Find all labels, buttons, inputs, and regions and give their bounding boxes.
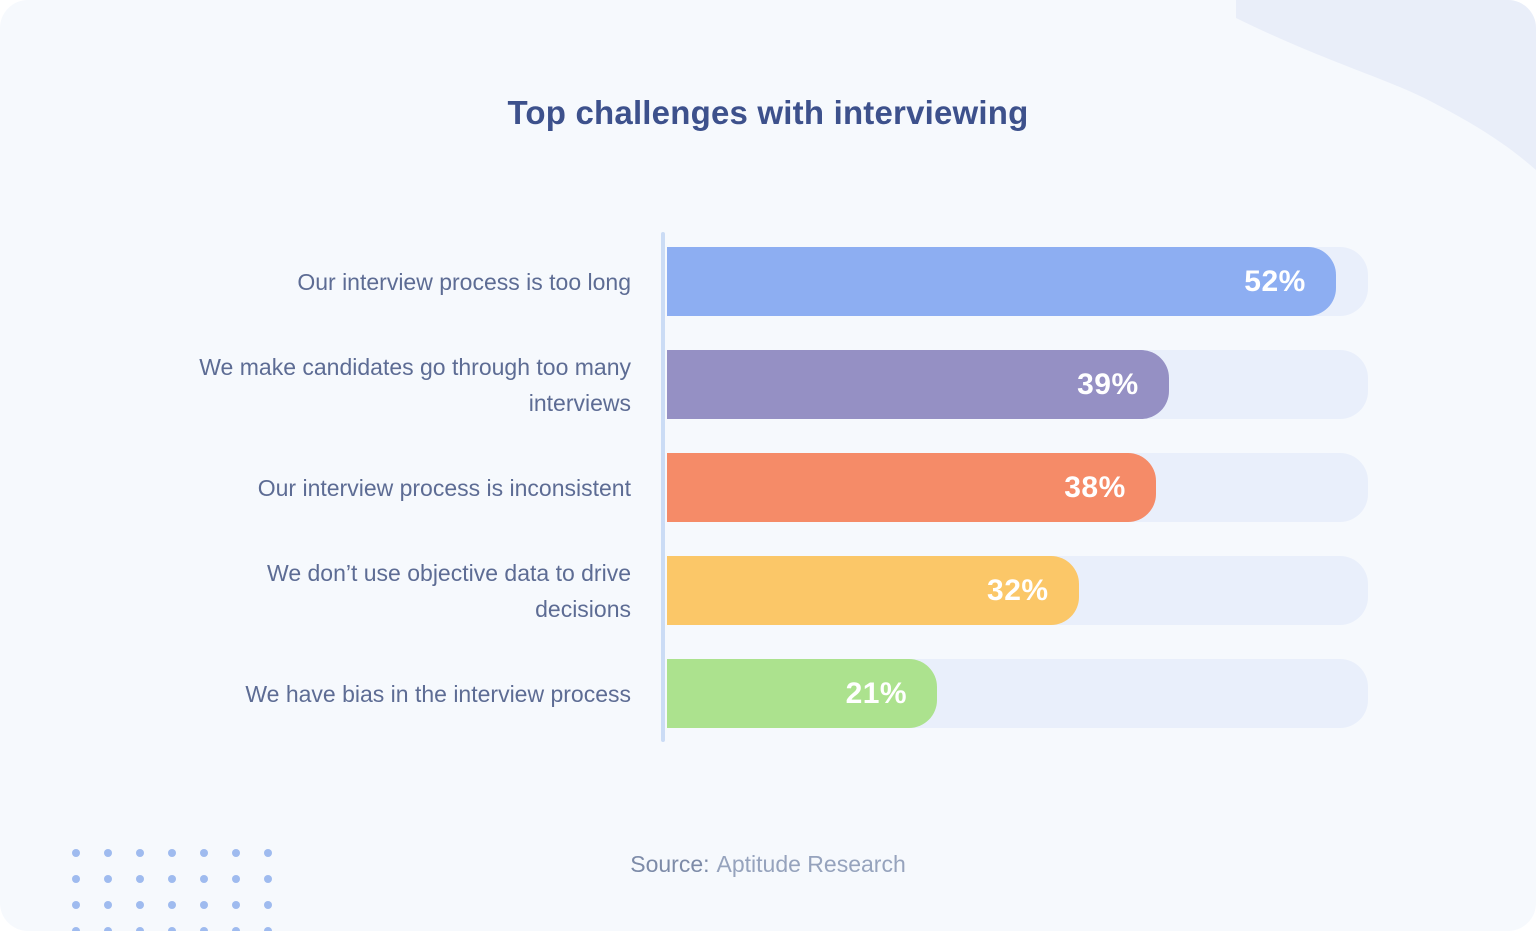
dot: [200, 849, 208, 857]
corner-wave-decoration: [1236, 0, 1536, 170]
dot: [232, 927, 240, 931]
dot: [136, 875, 144, 883]
bar-track: 21%: [667, 659, 1368, 728]
bar-value-label: 39%: [1077, 367, 1139, 401]
bar-value-label: 32%: [987, 573, 1049, 607]
dot: [136, 927, 144, 931]
bar-track: 39%: [667, 350, 1368, 419]
bar: 32%: [667, 556, 1079, 625]
dot: [168, 927, 176, 931]
dot: [232, 849, 240, 857]
chart-row: We have bias in the interview process 21%: [0, 659, 1368, 728]
source-label: Source:: [630, 851, 710, 877]
category-label: We don’t use objective data to drive dec…: [0, 555, 631, 627]
dot-grid-decoration: [72, 849, 296, 931]
category-label-text: We don’t use objective data to drive dec…: [267, 559, 631, 622]
bar-value-label: 52%: [1244, 264, 1306, 298]
dot: [72, 927, 80, 931]
bar-value-label: 21%: [845, 676, 908, 710]
chart-row: Our interview process is inconsistent 38%: [0, 453, 1368, 522]
dot: [104, 901, 112, 909]
corner-wave-shape: [1236, 0, 1536, 170]
dot: [72, 875, 80, 883]
bar-track: 52%: [667, 247, 1368, 316]
bar-track: 38%: [667, 453, 1368, 522]
category-label: Our interview process is inconsistent: [0, 470, 631, 506]
dot: [232, 875, 240, 883]
dot: [168, 875, 176, 883]
dot: [104, 927, 112, 931]
category-label: Our interview process is too long: [0, 264, 631, 300]
bar-track: 32%: [667, 556, 1368, 625]
category-label-text: We have bias in the interview process: [245, 680, 631, 707]
dot: [200, 875, 208, 883]
category-label-text: Our interview process is too long: [297, 268, 631, 295]
dot: [168, 849, 176, 857]
chart-title: Top challenges with interviewing: [507, 94, 1029, 131]
source-line: Source: Aptitude Research: [0, 851, 1536, 878]
category-label-text: We make candidates go through too many i…: [199, 353, 631, 416]
dot: [104, 875, 112, 883]
category-label: We have bias in the interview process: [0, 676, 631, 712]
chart-row: We make candidates go through too many i…: [0, 350, 1368, 419]
chart-row: Our interview process is too long 52%: [0, 247, 1368, 316]
dot: [264, 849, 272, 857]
dot: [136, 901, 144, 909]
dot: [104, 849, 112, 857]
dot: [264, 927, 272, 931]
bar: 52%: [667, 247, 1336, 316]
source-value: Aptitude Research: [716, 851, 906, 877]
dot: [264, 875, 272, 883]
dot: [232, 901, 240, 909]
bar-chart: Our interview process is too long 52% We m…: [0, 232, 1368, 742]
category-label-text: Our interview process is inconsistent: [257, 474, 631, 501]
bar: 21%: [667, 659, 938, 728]
bar: 39%: [667, 350, 1169, 419]
dot: [72, 849, 80, 857]
dot: [264, 901, 272, 909]
bar-value-label: 38%: [1064, 470, 1126, 504]
y-axis-line: [661, 232, 665, 742]
dot: [200, 901, 208, 909]
dot: [168, 901, 176, 909]
category-label: We make candidates go through too many i…: [0, 349, 631, 421]
bar: 38%: [667, 453, 1156, 522]
dot: [72, 901, 80, 909]
dot: [136, 849, 144, 857]
dot: [200, 927, 208, 931]
chart-row: We don’t use objective data to drive dec…: [0, 556, 1368, 625]
